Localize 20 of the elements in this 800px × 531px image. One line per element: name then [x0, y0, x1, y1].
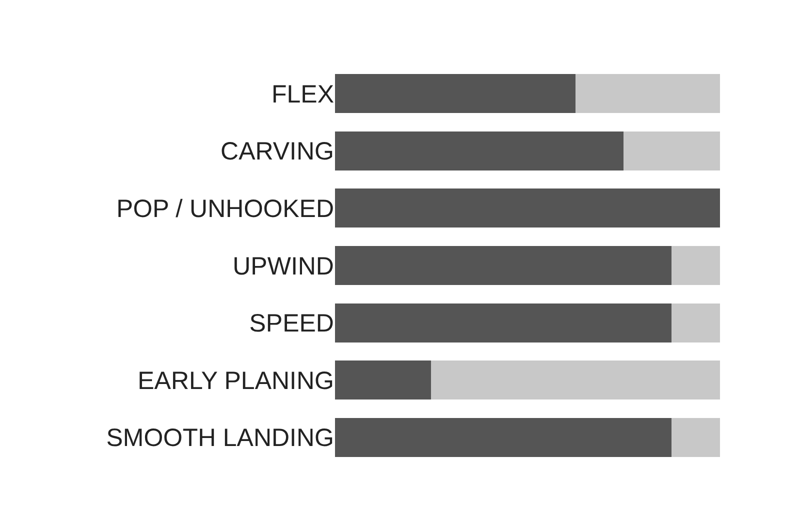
- bar: [624, 131, 720, 170]
- y-tick-label: POP / UNHOOKED: [116, 194, 334, 223]
- y-tick-label: EARLY PLANING: [138, 366, 334, 395]
- bar: [431, 360, 720, 400]
- bar: [672, 418, 720, 457]
- bar: [335, 360, 432, 400]
- bar: [335, 74, 576, 114]
- bar: [672, 303, 720, 342]
- bar: [335, 418, 672, 457]
- y-tick-label: UPWIND: [232, 252, 334, 280]
- bar: [575, 74, 720, 114]
- y-tick-label: SMOOTH LANDING: [106, 424, 334, 452]
- y-tick-label: CARVING: [220, 138, 334, 166]
- y-tick-label: SPEED: [249, 310, 334, 338]
- bar: [672, 246, 720, 285]
- bar: [335, 246, 672, 285]
- y-tick-label: FLEX: [271, 80, 334, 108]
- bar: [335, 303, 672, 342]
- bar: [335, 188, 720, 228]
- bar: [335, 131, 624, 170]
